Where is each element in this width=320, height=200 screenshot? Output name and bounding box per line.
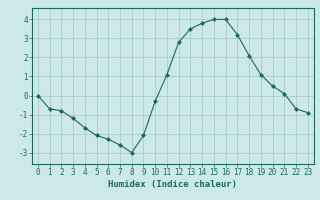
X-axis label: Humidex (Indice chaleur): Humidex (Indice chaleur) bbox=[108, 180, 237, 189]
